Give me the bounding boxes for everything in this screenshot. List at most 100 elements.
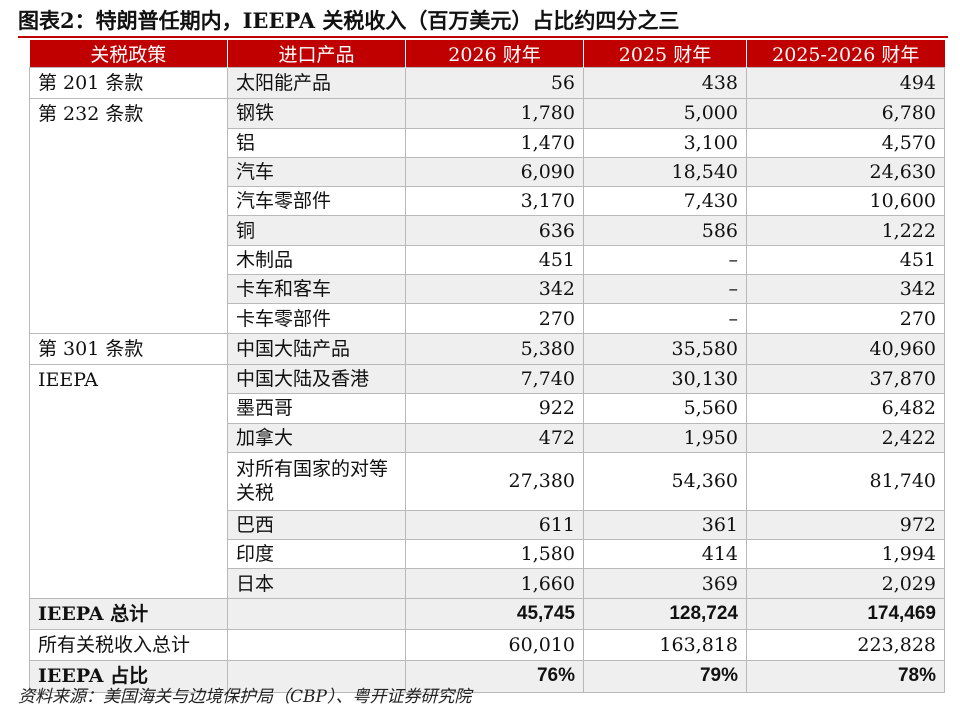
table-row: IEEPA 中国大陆及香港 7,740 30,130 37,870 — [29, 363, 945, 599]
product-cell: 铜 — [227, 215, 406, 246]
table-header-row: 关税政策 进口产品 2026 财年 2025 财年 2025-2026 财年 — [29, 40, 945, 68]
fy2025-cell: 5,000 — [583, 98, 747, 129]
product-cell: 中国大陆及香港 — [227, 363, 406, 395]
fy2025-cell: 369 — [583, 568, 747, 599]
fy2025-cell: 54,360 — [583, 451, 747, 511]
policy-cell: 第 301 条款 — [29, 332, 228, 365]
total-cell: 40,960 — [746, 332, 945, 365]
table-row: 对所有国家的对等关税 27,380 54,360 81,740 — [30, 451, 945, 511]
fy2026-cell: 76% — [405, 660, 584, 693]
fy2026-cell: 472 — [405, 422, 584, 453]
product-cell — [227, 660, 406, 693]
fy2025-cell: – — [583, 244, 747, 276]
policy-cell: 第 232 条款 — [29, 98, 228, 334]
total-cell: 6,780 — [746, 98, 945, 129]
table-row-ieepa-total: IEEPA 总计 45,745 128,724 174,469 — [29, 597, 945, 631]
fy2026-cell: 342 — [405, 274, 584, 305]
fy2026-cell: 451 — [405, 244, 584, 276]
tariff-revenue-table: 关税政策 进口产品 2026 财年 2025 财年 2025-2026 财年 第… — [29, 40, 945, 693]
header-fy2026: 2026 财年 — [405, 40, 584, 68]
fy2025-cell: 1,950 — [583, 422, 747, 453]
total-cell: 223,828 — [746, 629, 945, 662]
fy2026-cell: 922 — [405, 393, 584, 424]
fy2025-cell: 35,580 — [583, 332, 747, 365]
product-cell: 中国大陆产品 — [227, 332, 406, 365]
figure-title: 图表2：特朗普任期内，IEEPA 关税收入（百万美元）占比约四分之三 — [18, 8, 680, 33]
policy-cell: IEEPA — [29, 363, 228, 599]
total-cell: 10,600 — [746, 186, 945, 217]
product-cell: 墨西哥 — [227, 393, 406, 424]
product-cell — [227, 597, 406, 631]
fy2026-cell: 611 — [405, 509, 584, 541]
fy2025-cell: 18,540 — [583, 156, 747, 188]
table-row: 加拿大 472 1,950 2,422 — [30, 422, 945, 453]
total-cell: 494 — [746, 66, 945, 100]
fy2025-cell: 7,430 — [583, 186, 747, 217]
table-row: 第 301 条款 中国大陆产品 5,380 35,580 40,960 — [29, 332, 945, 365]
table-row: 汽车 6,090 18,540 24,630 — [30, 156, 945, 188]
table-row: 巴西 611 361 972 — [30, 509, 945, 541]
table-row-all-tariffs-total: 所有关税收入总计 60,010 163,818 223,828 — [29, 629, 945, 662]
table-row: 木制品 451 – 451 — [30, 244, 945, 276]
product-cell: 铝 — [227, 127, 406, 158]
fy2026-cell: 45,745 — [405, 597, 584, 631]
product-cell: 日本 — [227, 568, 406, 599]
total-cell: 6,482 — [746, 393, 945, 424]
fy2026-cell: 3,170 — [405, 186, 584, 217]
fy2025-cell: – — [583, 274, 747, 305]
total-cell: 24,630 — [746, 156, 945, 188]
header-fy2025-2026: 2025-2026 财年 — [746, 40, 945, 68]
fy2025-cell: 128,724 — [583, 597, 747, 631]
fy2026-cell: 1,580 — [405, 539, 584, 570]
product-cell: 卡车和客车 — [227, 274, 406, 305]
fy2025-cell: 79% — [583, 660, 747, 693]
fy2026-cell: 270 — [405, 303, 584, 334]
total-cell: 1,222 — [746, 215, 945, 246]
product-cell: 印度 — [227, 539, 406, 570]
product-cell: 钢铁 — [227, 98, 406, 129]
product-cell: 卡车零部件 — [227, 303, 406, 334]
fy2025-cell: 438 — [583, 66, 747, 100]
title-underline — [18, 36, 948, 38]
table-row: 卡车和客车 342 – 342 — [30, 274, 945, 305]
product-cell: 汽车零部件 — [227, 186, 406, 217]
total-cell: 451 — [746, 244, 945, 276]
policy-cell: 所有关税收入总计 — [29, 629, 228, 662]
total-cell: 972 — [746, 509, 945, 541]
table-row: 墨西哥 922 5,560 6,482 — [30, 393, 945, 424]
fy2026-cell: 60,010 — [405, 629, 584, 662]
policy-cell: 第 201 条款 — [29, 66, 228, 100]
fy2025-cell: 163,818 — [583, 629, 747, 662]
table-row: 第 232 条款 钢铁 1,780 5,000 6,780 — [29, 98, 945, 334]
header-fy2025: 2025 财年 — [583, 40, 747, 68]
total-cell: 2,422 — [746, 422, 945, 453]
table-row: 印度 1,580 414 1,994 — [30, 539, 945, 570]
fy2026-cell: 1,470 — [405, 127, 584, 158]
fy2026-cell: 27,380 — [405, 451, 584, 511]
product-cell: 加拿大 — [227, 422, 406, 453]
fy2026-cell: 7,740 — [405, 363, 584, 395]
fy2026-cell: 56 — [405, 66, 584, 100]
total-cell: 342 — [746, 274, 945, 305]
product-cell — [227, 629, 406, 662]
fy2025-cell: 361 — [583, 509, 747, 541]
policy-cell: IEEPA 总计 — [29, 597, 228, 631]
total-cell: 270 — [746, 303, 945, 334]
fy2026-cell: 636 — [405, 215, 584, 246]
table-row: 铜 636 586 1,222 — [30, 215, 945, 246]
product-cell: 太阳能产品 — [227, 66, 406, 100]
total-cell: 1,994 — [746, 539, 945, 570]
total-cell: 4,570 — [746, 127, 945, 158]
table-row: 汽车零部件 3,170 7,430 10,600 — [30, 186, 945, 217]
fy2025-cell: 5,560 — [583, 393, 747, 424]
table-row: 铝 1,470 3,100 4,570 — [30, 127, 945, 158]
table-row: 卡车零部件 270 – 270 — [30, 303, 945, 334]
total-cell: 174,469 — [746, 597, 945, 631]
fy2025-cell: – — [583, 303, 747, 334]
table-row: 日本 1,660 369 2,029 — [30, 568, 945, 599]
product-cell: 巴西 — [227, 509, 406, 541]
fy2026-cell: 6,090 — [405, 156, 584, 188]
policy-cell: IEEPA 占比 — [29, 660, 228, 693]
fy2026-cell: 1,780 — [405, 98, 584, 129]
fy2025-cell: 414 — [583, 539, 747, 570]
